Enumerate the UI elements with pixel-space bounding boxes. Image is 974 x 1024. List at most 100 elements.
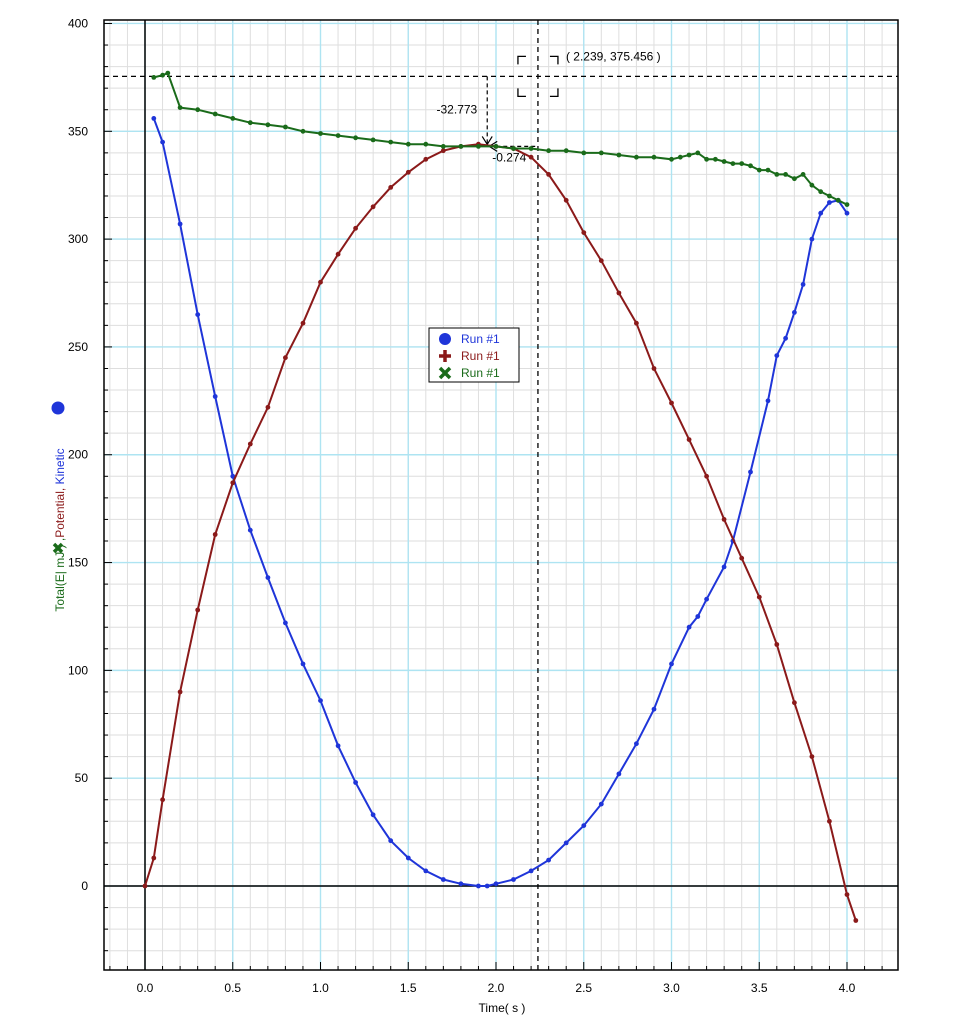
legend-label: Run #1 — [461, 332, 500, 346]
data-point — [704, 156, 709, 162]
data-point — [686, 624, 692, 630]
y-label-part: Total(E| mJ ) , — [53, 538, 67, 612]
data-point — [563, 148, 569, 154]
data-point — [177, 221, 183, 227]
data-point — [458, 144, 464, 149]
data-point — [730, 161, 736, 167]
data-point — [581, 823, 587, 828]
data-point — [616, 290, 622, 296]
data-point — [695, 150, 701, 156]
data-point — [476, 883, 481, 889]
series-2 — [151, 70, 850, 208]
data-point — [300, 661, 306, 667]
data-point — [405, 855, 411, 861]
data-point — [300, 128, 306, 134]
data-point — [528, 868, 534, 874]
data-point — [388, 185, 394, 190]
data-point — [765, 167, 771, 173]
data-point — [783, 172, 788, 177]
data-point — [230, 480, 236, 486]
data-point — [165, 70, 171, 76]
data-point — [634, 741, 639, 747]
data-point — [300, 320, 306, 326]
y-tick-label: 400 — [68, 16, 88, 30]
data-point — [774, 172, 780, 177]
data-point — [511, 877, 516, 882]
data-point — [212, 394, 218, 399]
kinetic-marker-icon — [51, 401, 65, 415]
data-point — [528, 146, 534, 151]
data-point — [318, 698, 323, 703]
data-point — [598, 801, 604, 807]
y-axis-label: Total(E| mJ ) ,Potential, Kinetic — [53, 448, 67, 611]
crosshair-bracket — [549, 55, 559, 65]
data-point — [212, 532, 218, 537]
data-point — [598, 150, 604, 156]
crosshair: ( 2.239, 375.456 ) -32.773 -0.274 — [104, 20, 898, 970]
data-point — [686, 437, 692, 442]
data-point — [563, 197, 569, 203]
data-point — [598, 258, 604, 264]
data-point — [546, 172, 551, 177]
data-point — [353, 780, 358, 785]
data-point — [748, 163, 753, 169]
data-point — [792, 700, 797, 706]
data-point — [669, 400, 674, 406]
data-point — [792, 176, 797, 182]
data-point — [283, 124, 288, 130]
data-point — [160, 72, 166, 78]
data-point — [160, 139, 166, 145]
data-point — [388, 139, 394, 145]
data-point — [440, 148, 446, 154]
data-point — [318, 279, 323, 285]
x-tick-label: 2.0 — [488, 981, 505, 995]
total-marker-icon — [52, 542, 64, 554]
data-point — [528, 154, 534, 160]
data-point — [844, 202, 850, 208]
data-point — [335, 251, 341, 257]
data-point — [283, 355, 288, 361]
series-0 — [151, 116, 850, 889]
data-point — [581, 150, 587, 156]
delta-y-label: -0.274 — [492, 150, 526, 164]
y-tick-label: 200 — [68, 448, 88, 462]
data-point — [511, 146, 516, 151]
data-point — [853, 918, 859, 923]
y-tick-label: 100 — [68, 663, 88, 677]
data-point — [546, 148, 551, 154]
data-point — [405, 141, 411, 147]
data-point — [686, 152, 692, 158]
x-axis-label: Time( s ) — [479, 1001, 526, 1015]
data-point — [835, 197, 841, 203]
data-point — [739, 555, 745, 561]
x-tick-label: 1.0 — [312, 981, 329, 995]
data-point — [809, 236, 815, 242]
data-point — [212, 111, 218, 117]
y-tick-label: 300 — [68, 232, 88, 246]
data-point — [247, 527, 253, 533]
data-point — [774, 642, 780, 647]
data-point — [634, 154, 639, 160]
grid — [104, 20, 898, 970]
data-point — [265, 575, 271, 580]
data-point — [151, 116, 157, 121]
data-point — [440, 144, 446, 149]
data-point — [151, 75, 157, 80]
data-point — [651, 154, 657, 160]
data-point — [800, 172, 806, 177]
plot-frame — [103, 19, 899, 971]
data-point — [265, 404, 271, 410]
data-point — [800, 282, 806, 287]
legend-label: Run #1 — [461, 349, 500, 363]
data-point — [809, 754, 815, 759]
data-point — [405, 169, 411, 175]
data-point — [581, 230, 587, 236]
data-point — [335, 133, 341, 139]
data-point — [677, 154, 683, 160]
data-point — [230, 473, 236, 479]
data-point — [484, 883, 490, 889]
data-point — [370, 137, 376, 143]
y-label-part: Potential, — [53, 484, 67, 537]
data-point — [756, 594, 762, 600]
data-point — [458, 881, 464, 887]
